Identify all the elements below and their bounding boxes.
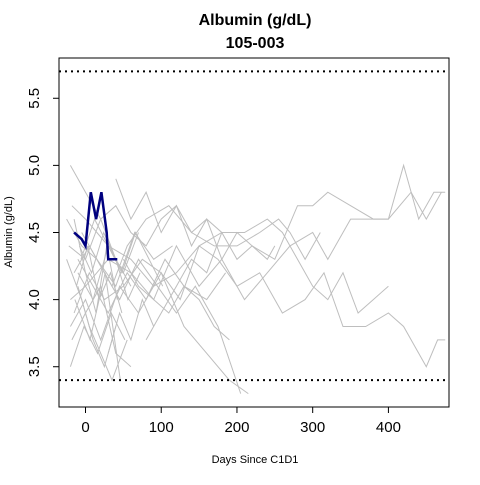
y-axis: 3.5 4.0 4.5 5.0 5.5 (26, 88, 60, 377)
x-tick-label-400: 400 (376, 419, 401, 436)
background-series-line-7 (70, 163, 446, 301)
background-series-line-19 (74, 272, 121, 381)
y-axis-label: Albumin (g/dL) (3, 196, 15, 268)
background-series-line-17 (78, 231, 141, 302)
background-series-line-18 (69, 311, 126, 367)
plot-layer (59, 70, 449, 395)
x-tick-label-200: 200 (224, 419, 249, 436)
x-tick-label-0: 0 (81, 419, 89, 436)
y-tick-label-5.5: 5.5 (26, 88, 43, 109)
x-tick-label-300: 300 (300, 419, 325, 436)
x-tick-label-100: 100 (149, 419, 174, 436)
highlight-series-line (73, 191, 118, 261)
background-series-line-11 (69, 271, 249, 395)
x-axis: 0 100 200 300 400 (81, 406, 401, 436)
background-series-line-23 (145, 232, 223, 341)
x-axis-label: Days Since C1D1 (212, 454, 299, 466)
background-series-line-14 (66, 218, 173, 288)
chart-title: Albumin (g/dL) (199, 12, 312, 29)
background-series-line-10 (81, 205, 321, 288)
background-series-line-15 (71, 284, 132, 368)
chart-subtitle: 105-003 (226, 35, 285, 52)
background-series-line-2 (71, 205, 139, 274)
y-tick-label-4.5: 4.5 (26, 222, 43, 243)
y-tick-label-4: 4.0 (26, 289, 43, 310)
background-series-line-21 (115, 178, 276, 261)
background-series-line-20 (80, 217, 164, 287)
y-tick-label-3.5: 3.5 (26, 356, 43, 377)
background-series-line-22 (122, 259, 230, 341)
background-series-line-24 (107, 298, 155, 354)
y-tick-label-5: 5.0 (26, 155, 43, 176)
